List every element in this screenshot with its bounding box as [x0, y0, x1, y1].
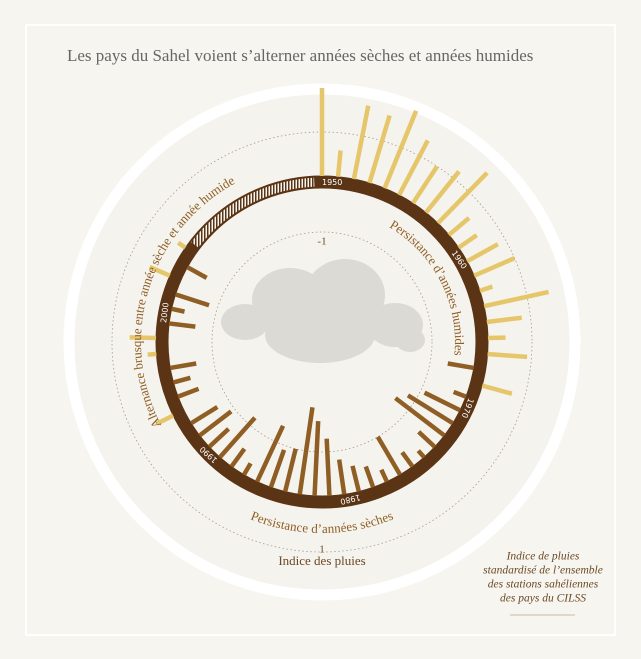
bar: [447, 361, 475, 371]
bar: [363, 465, 376, 489]
bar: [465, 242, 499, 264]
y-tick-label: 1: [319, 544, 325, 556]
bar: [351, 105, 371, 180]
bar: [268, 449, 287, 489]
chart-title: Les pays du Sahel voient s’alterner anné…: [67, 46, 533, 65]
bar: [379, 468, 389, 483]
bar: [171, 306, 186, 314]
y-tick-label: -1: [317, 236, 326, 248]
bar: [168, 321, 196, 329]
bar: [186, 265, 208, 280]
bar: [483, 289, 550, 309]
bar: [335, 150, 343, 177]
bar: [218, 416, 257, 459]
bar: [416, 449, 426, 459]
bar: [336, 459, 347, 495]
bar: [473, 256, 516, 278]
bar: [417, 430, 437, 449]
bar: [423, 390, 462, 413]
bar: [172, 375, 191, 385]
decade-label-group: 1950: [322, 178, 342, 187]
bar: [148, 264, 171, 278]
grid-circle: [211, 231, 433, 453]
bar: [447, 216, 471, 237]
bar: [397, 139, 430, 197]
frame: [25, 24, 616, 636]
bar: [169, 361, 197, 371]
bar: [129, 335, 157, 341]
bar: [486, 315, 523, 325]
bar: [297, 406, 315, 495]
cloud: [221, 259, 425, 363]
bar: [324, 438, 332, 496]
bar: [400, 451, 415, 468]
note-line: Indice de pluies: [506, 551, 580, 563]
bar: [406, 393, 455, 426]
x-tick-label: 1950: [322, 178, 342, 187]
bar: [479, 284, 494, 293]
bar: [312, 420, 321, 496]
bar: [436, 171, 489, 225]
note-line: standardisé de l’ensemble: [483, 565, 603, 577]
bar: [452, 389, 467, 399]
note-line: des pays du CILSS: [500, 593, 586, 605]
bar: [350, 465, 362, 493]
year-ring: [155, 175, 489, 509]
bar: [147, 351, 157, 357]
bar: [394, 396, 446, 438]
bar: [255, 424, 286, 483]
bar: [229, 447, 247, 468]
bar: [367, 114, 392, 184]
no-data-ring: [191, 177, 315, 248]
bar: [177, 386, 200, 399]
bar: [174, 292, 210, 308]
bar: [176, 240, 187, 250]
bar: [375, 435, 403, 476]
x-tick-label: 2000: [159, 302, 170, 323]
bar: [411, 165, 439, 205]
bar: [481, 383, 513, 396]
bar: [457, 233, 478, 250]
axis-label: Indice des pluies: [278, 553, 365, 568]
bar: [207, 427, 231, 449]
bar: [382, 109, 419, 190]
bar: [156, 413, 175, 426]
bar: [424, 169, 461, 214]
bar: [487, 351, 528, 360]
bar: [189, 405, 219, 426]
bar: [198, 409, 233, 438]
note-line: des stations sahéliennes: [488, 579, 599, 591]
decade-label-group: 2000: [159, 302, 170, 323]
bar: [282, 448, 298, 493]
bar: [241, 462, 253, 476]
